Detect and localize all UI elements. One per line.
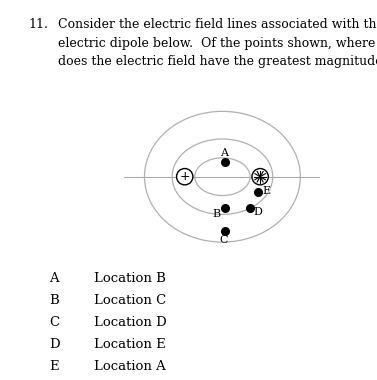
Text: B: B [49, 294, 59, 307]
Text: E: E [262, 185, 270, 196]
Text: Location D: Location D [94, 316, 167, 329]
Text: Consider the electric field lines associated with the
electric dipole below.  Of: Consider the electric field lines associ… [58, 18, 377, 68]
Circle shape [176, 169, 193, 185]
Text: Location B: Location B [94, 272, 166, 285]
Text: A: A [220, 148, 228, 158]
Text: B: B [212, 209, 220, 219]
Text: C: C [49, 316, 59, 329]
Text: E: E [49, 360, 59, 373]
Text: Location E: Location E [94, 338, 166, 351]
Text: D: D [253, 207, 262, 217]
Text: Location A: Location A [94, 360, 166, 373]
Text: Location C: Location C [94, 294, 167, 307]
Text: D: D [49, 338, 60, 351]
Circle shape [252, 169, 268, 185]
Text: +: + [179, 170, 190, 183]
Text: C: C [219, 234, 228, 245]
Text: A: A [49, 272, 59, 285]
Text: 11.: 11. [28, 18, 48, 31]
